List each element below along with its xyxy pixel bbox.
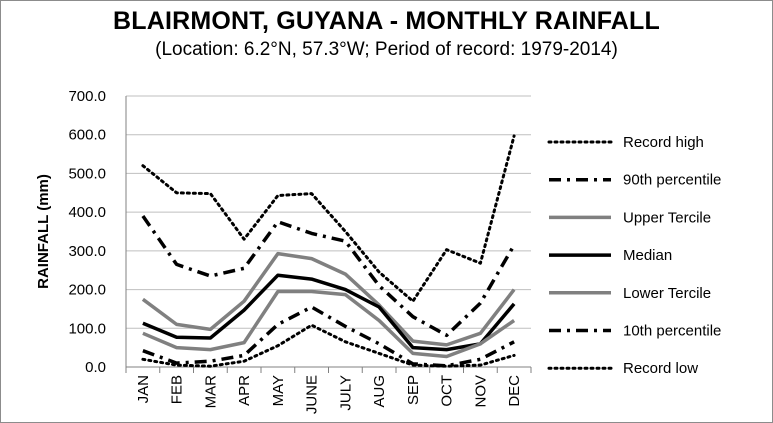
x-tick-label: SEP [405, 375, 422, 405]
series-line-upper-tercile [141, 251, 516, 347]
x-tick-label: DEC [506, 375, 523, 407]
x-tick-label: MAR [202, 375, 219, 409]
y-tick-label: 200.0 [68, 282, 106, 299]
y-tick-label: 300.0 [68, 243, 106, 260]
y-tick-label: 600.0 [68, 127, 106, 144]
y-tick-label: 400.0 [68, 204, 106, 221]
legend-label: 10th percentile [623, 323, 721, 340]
x-tick-label: MAY [270, 375, 287, 406]
y-tick-label: 100.0 [68, 320, 106, 337]
y-tick-label: 700.0 [68, 88, 106, 105]
x-tick-label: NOV [472, 375, 489, 408]
series-line-lower-tercile [142, 289, 516, 359]
legend-label: Upper Tercile [623, 209, 711, 226]
x-tick-label: JULY [337, 375, 354, 411]
x-tick-label: OCT [439, 375, 456, 407]
series-line-median [142, 273, 516, 352]
x-tick-label: AUG [371, 375, 388, 408]
y-tick-label: 500.0 [68, 165, 106, 182]
series-line-10th-percentile [142, 305, 515, 368]
y-axis-title: RAINFALL (mm) [35, 174, 52, 289]
chart-subtitle: (Location: 6.2°N, 57.3°W; Period of reco… [155, 39, 618, 60]
series-line-90th-percentile [141, 215, 516, 338]
y-tick-label: 0.0 [85, 359, 106, 376]
legend-label: 90th percentile [623, 172, 721, 189]
x-tick-label: JUNE [304, 375, 321, 414]
legend-label: Record high [623, 134, 704, 151]
legend-label: Lower Tercile [623, 285, 711, 302]
legend-label: Median [623, 247, 672, 264]
series-line-record-high [141, 134, 516, 303]
legend-label: Record low [623, 360, 698, 377]
series-line-record-low [141, 323, 516, 368]
x-tick-label: JAN [135, 375, 152, 403]
x-tick-label: APR [236, 375, 253, 406]
chart-title: BLAIRMONT, GUYANA - MONTHLY RAINFALL [112, 7, 661, 35]
x-tick-label: FEB [169, 375, 186, 404]
